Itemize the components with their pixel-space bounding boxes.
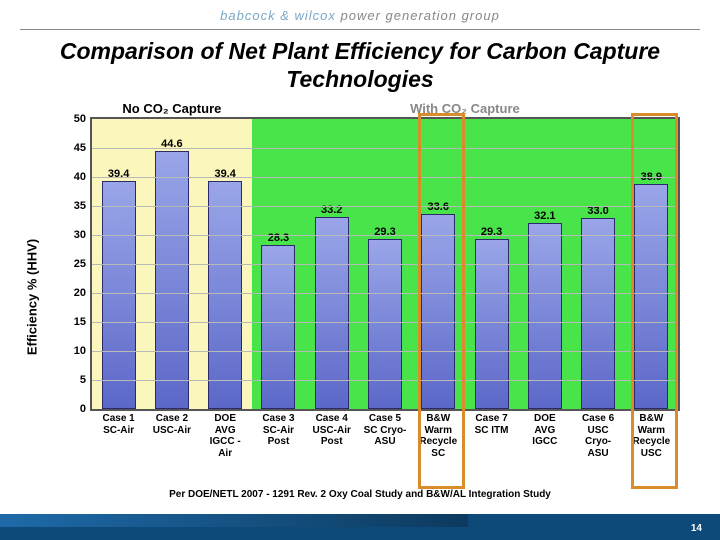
y-tick-label: 10 — [74, 345, 92, 357]
bar: 39.4 — [208, 181, 242, 410]
bar: 38.9 — [634, 184, 668, 410]
brand-header: babcock & wilcox power generation group — [0, 0, 720, 30]
y-axis-label: Efficiency % (HHV) — [25, 239, 40, 355]
y-tick-label: 20 — [74, 287, 92, 299]
page-footer: 14 — [0, 514, 720, 540]
grid-line — [92, 264, 678, 265]
grid-line — [92, 380, 678, 381]
brand-text: babcock & wilcox power generation group — [220, 8, 500, 23]
region-label: No CO₂ Capture — [72, 101, 272, 116]
brand-left: babcock & wilcox — [220, 8, 336, 23]
category-label: B&WWarmRecycleUSC — [625, 409, 678, 459]
y-tick-label: 0 — [80, 403, 92, 415]
y-tick-label: 40 — [74, 171, 92, 183]
category-label: Case 1SC-Air — [92, 409, 145, 436]
category-label: Case 5SC Cryo-ASU — [358, 409, 411, 448]
category-label: Case 7SC ITM — [465, 409, 518, 436]
brand-right: power generation group — [336, 8, 500, 23]
y-tick-label: 35 — [74, 200, 92, 212]
y-tick-label: 50 — [74, 113, 92, 125]
bar-value-label: 32.1 — [534, 210, 555, 222]
grid-line — [92, 206, 678, 207]
grid-line — [92, 177, 678, 178]
y-tick-label: 5 — [80, 374, 92, 386]
bar: 32.1 — [528, 223, 562, 409]
y-tick-label: 25 — [74, 258, 92, 270]
bar: 44.6 — [155, 151, 189, 410]
bar: 28.3 — [261, 245, 295, 409]
category-label: B&WWarmRecycleSC — [412, 409, 465, 459]
slide-title: Comparison of Net Plant Efficiency for C… — [0, 30, 720, 97]
y-tick-label: 15 — [74, 316, 92, 328]
bar-value-label: 28.3 — [268, 232, 289, 244]
bar-value-label: 33.6 — [428, 201, 449, 213]
category-label: Case 4USC-AirPost — [305, 409, 358, 448]
chart-caption: Per DOE/NETL 2007 - 1291 Rev. 2 Oxy Coal… — [30, 489, 690, 500]
category-label: Case 6USCCryo-ASU — [571, 409, 624, 459]
region-label: With CO₂ Capture — [365, 101, 565, 116]
category-label: DOEAVGIGCC — [518, 409, 571, 448]
grid-line — [92, 322, 678, 323]
y-tick-label: 45 — [74, 142, 92, 154]
chart-container: Efficiency % (HHV) 39.444.639.428.333.22… — [30, 97, 690, 497]
category-label: Case 2USC-Air — [145, 409, 198, 436]
grid-line — [92, 148, 678, 149]
grid-line — [92, 235, 678, 236]
bar: 39.4 — [102, 181, 136, 410]
page-number: 14 — [691, 523, 702, 534]
y-tick-label: 30 — [74, 229, 92, 241]
bar-value-label: 29.3 — [374, 226, 395, 238]
bar-value-label: 29.3 — [481, 226, 502, 238]
grid-line — [92, 293, 678, 294]
grid-line — [92, 351, 678, 352]
category-label: DOEAVGIGCC -Air — [199, 409, 252, 459]
category-label: Case 3SC-AirPost — [252, 409, 305, 448]
plot-area: 39.444.639.428.333.229.333.629.332.133.0… — [90, 117, 680, 411]
